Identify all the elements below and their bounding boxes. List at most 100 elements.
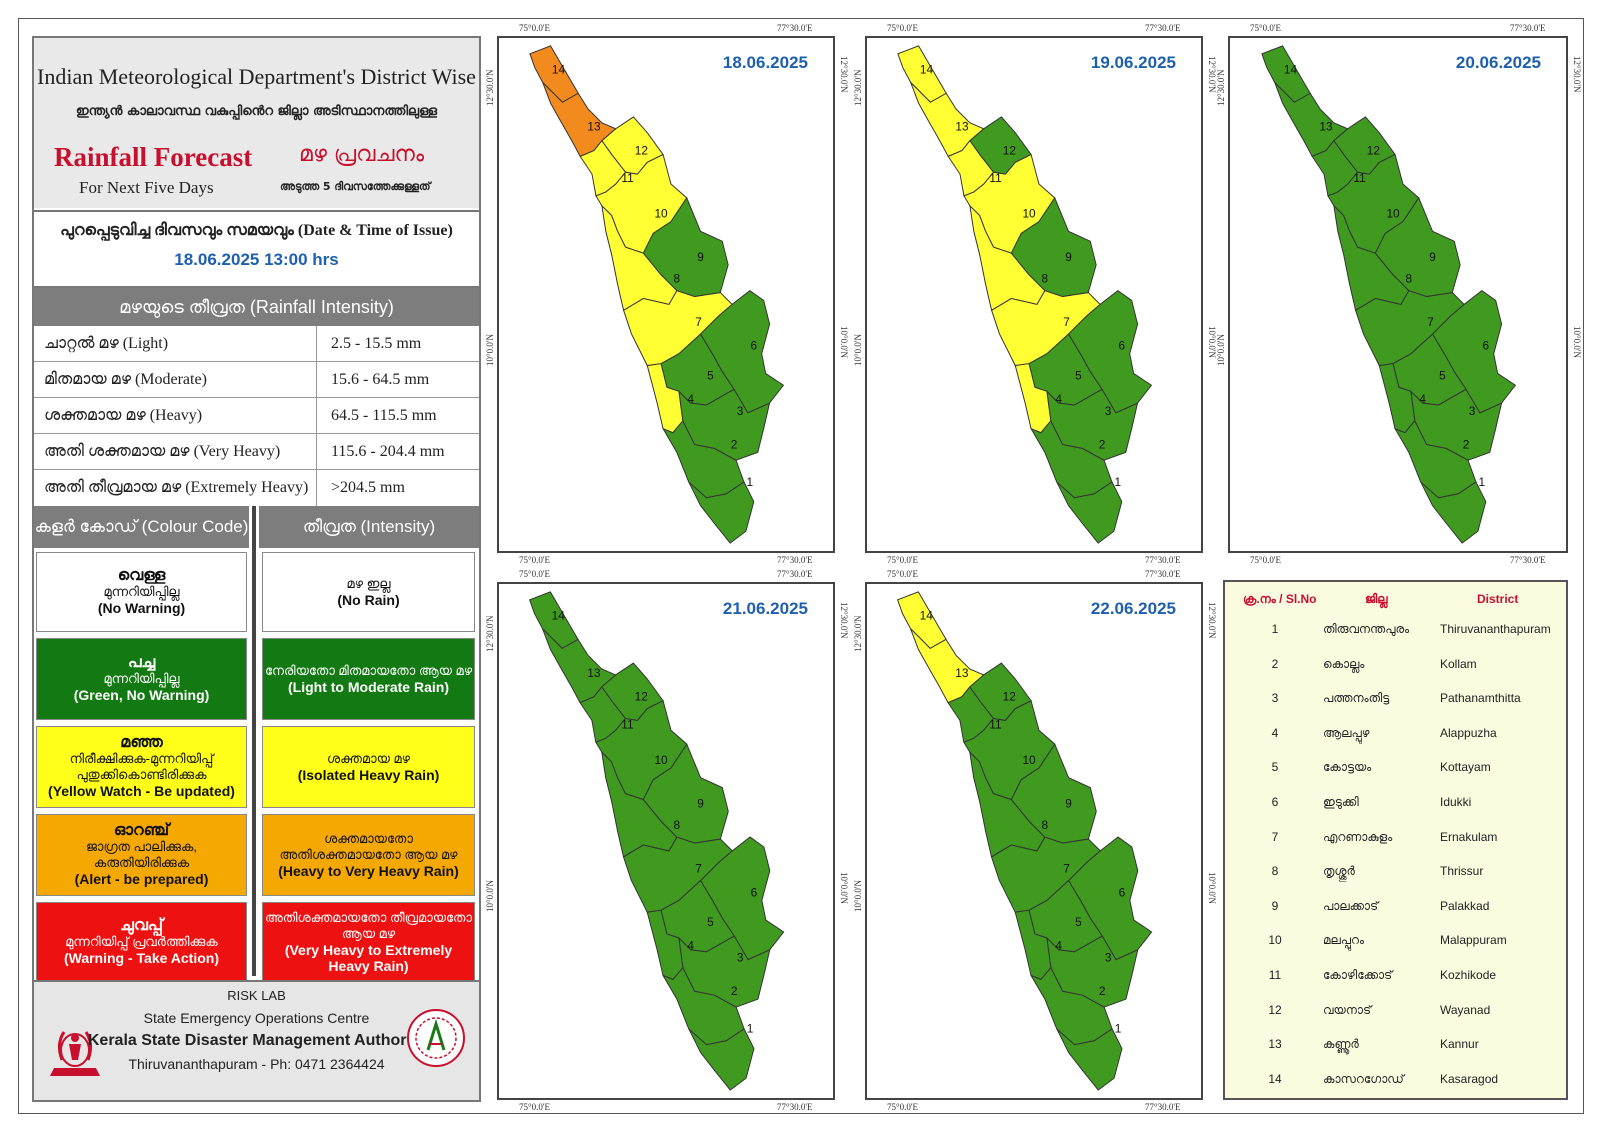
intensity-box: ശക്തമായ മഴ (Isolated Heavy Rain) <box>262 726 475 808</box>
district-row: 13 കണ്ണൂർ Kannur <box>1225 1037 1566 1071</box>
intensity-ml: മഴ ഇല്ല <box>346 576 391 591</box>
district-en: Kollam <box>1440 656 1477 671</box>
lon-label: 75°0.0'E <box>519 555 550 565</box>
district-label: 13 <box>955 120 969 134</box>
intensity-row: അതി തീവ്രമായ മഴ (Extremely Heavy) >204.5 … <box>34 470 479 508</box>
intensity-label: ശക്തമായ മഴ (Heavy) <box>34 398 317 433</box>
title-block: Indian Meteorological Department's Distr… <box>34 38 479 208</box>
district-label: 13 <box>955 666 969 680</box>
district-no: 1 <box>1271 622 1279 636</box>
district-row: 2 കൊല്ലം Kollam <box>1225 657 1566 691</box>
district-12 <box>969 662 1032 721</box>
colour-desc: മുന്നറിയിപ്പില്ല <box>103 584 180 599</box>
forecast-map: 1 2 3 4 5 6 7 8 9 10 11 12 13 14 18.06.2025 <box>497 36 835 553</box>
district-label: 9 <box>1065 796 1072 810</box>
district-label: 7 <box>1063 862 1070 876</box>
intensity-box: ശക്തമായതോ അതിശക്തമായതോ ആയ മഴ (Heavy to Ve… <box>262 814 475 896</box>
district-no: 3 <box>1271 691 1279 706</box>
district-label: 8 <box>1406 272 1413 286</box>
lat-label: 10°0.0'N <box>839 872 849 904</box>
lon-label: 75°0.0'E <box>887 555 918 565</box>
map-date: 18.06.2025 <box>722 53 808 72</box>
intensity-range: 115.6 - 204.4 mm <box>331 443 445 460</box>
district-label: 10 <box>1022 753 1036 767</box>
lon-label: 75°0.0'E <box>1250 23 1281 33</box>
district-label: 1 <box>1115 475 1122 489</box>
colour-name: പച്ച <box>127 654 156 671</box>
district-6 <box>699 836 785 961</box>
colour-code-box: ഓറഞ്ച് ജാഗ്രത പാലിക്കുക, കരുതിയിരിക്കുക (A… <box>36 814 247 896</box>
lat-label: 12°30.0'N <box>839 56 849 93</box>
lat-label: 12°30.0'N <box>1216 69 1226 106</box>
lon-label: 77°30.0'E <box>777 569 813 579</box>
district-en: Idukki <box>1440 795 1472 809</box>
footer: RISK LAB State Emergency Operations Cent… <box>34 980 479 1100</box>
district-label: 8 <box>674 818 681 832</box>
intensity-box: അതിശക്തമായതോ തീവ്രമായതോ ആയ മഴ (Very Heavy… <box>262 902 475 982</box>
district-ml: കോഴിക്കോട് <box>1323 968 1393 982</box>
colour-desc: മുന്നറിയിപ്പ് പ്രവർത്തിക്കുക <box>65 934 218 949</box>
page-frame <box>18 18 1584 1114</box>
district-label: 12 <box>635 690 648 704</box>
district-en: Pathanamthitta <box>1440 691 1521 706</box>
district-label: 4 <box>1055 939 1062 953</box>
district-row: 14 കാസറഗോഡ് Kasaragod <box>1225 1072 1566 1106</box>
district-label: 10 <box>654 753 668 767</box>
district-label: 5 <box>1075 915 1082 929</box>
district-label: 3 <box>1105 404 1112 418</box>
district-en: Alappuzha <box>1440 725 1497 740</box>
lat-label: 12°30.0'N <box>839 602 849 639</box>
ksdma: Kerala State Disaster Management Authori… <box>87 1032 426 1049</box>
district-label: 6 <box>1483 339 1490 353</box>
district-ml: മലപ്പുറം <box>1323 933 1365 948</box>
district-ml: കണ്ണൂർ <box>1323 1037 1359 1052</box>
intensity-table: ചാറ്റൽ മഴ (Light) 2.5 - 15.5 mm മിതമായ മഴ… <box>34 326 479 508</box>
district-en: Kannur <box>1440 1037 1479 1052</box>
lon-label: 75°0.0'E <box>887 569 918 579</box>
district-row: 11 കോഴിക്കോട് Kozhikode <box>1225 968 1566 1002</box>
issue-block: പുറപ്പെടുവിച്ച ദിവസവും സമയവും (Date & Ti… <box>34 210 479 288</box>
map-date: 22.06.2025 <box>1090 599 1176 618</box>
intensity-label: അതി ശക്തമായ മഴ (Very Heavy) <box>34 434 317 469</box>
district-label: 7 <box>695 862 702 876</box>
district-row: 12 വയനാട് Wayanad <box>1225 1003 1566 1037</box>
district-label: 4 <box>687 392 694 406</box>
lat-label: 10°0.0'N <box>839 326 849 358</box>
district-14 <box>897 45 947 103</box>
lat-label: 10°0.0'N <box>485 334 495 366</box>
district-label: 12 <box>1367 143 1380 157</box>
rainfall-forecast-title: Rainfall Forecast <box>54 142 253 172</box>
district-en: Kottayam <box>1440 760 1491 775</box>
colour-desc: നിരീക്ഷിക്കുക-മുന്നറിയിപ്പ് പുതുക്കികൊണ്… <box>69 751 214 782</box>
district-label: 14 <box>920 63 934 77</box>
district-label: 4 <box>687 939 694 953</box>
lat-label: 12°30.0'N <box>1207 602 1217 639</box>
district-label: 1 <box>1479 475 1486 489</box>
lat-label: 12°30.0'N <box>853 615 863 652</box>
district-no: 11 <box>1268 968 1282 982</box>
district-table-header-ml: ജില്ല <box>1365 592 1388 606</box>
district-ml: എറണാകുളം <box>1323 829 1393 844</box>
intensity-label: അതി തീവ്രമായ മഴ (Extremely Heavy) <box>34 470 317 507</box>
intensity-en: (No Rain) <box>337 592 400 608</box>
district-label: 5 <box>707 368 714 382</box>
lon-label: 75°0.0'E <box>519 1102 550 1112</box>
lon-label: 75°0.0'E <box>519 569 550 579</box>
forecast-map: 1 2 3 4 5 6 7 8 9 10 11 12 13 14 19.06.2025 <box>865 36 1203 553</box>
issue-datetime: 18.06.2025 13:00 hrs <box>174 250 339 269</box>
intensity-ml: അതിശക്തമായതോ തീവ്രമായതോ ആയ മഴ <box>265 910 472 941</box>
kerala-emblem-icon <box>50 1031 100 1076</box>
district-label: 11 <box>989 171 1001 185</box>
district-ml: പത്തനംതിട്ട <box>1323 691 1390 706</box>
district-label: 14 <box>920 609 934 623</box>
district-label: 10 <box>654 207 668 221</box>
district-label: 6 <box>751 339 758 353</box>
lat-label: 10°0.0'N <box>485 880 495 912</box>
district-label: 1 <box>1115 1022 1122 1036</box>
rainfall-forecast-title-ml: മഴ പ്രവചനം <box>299 142 425 167</box>
intensity-label: മിതമായ മഴ (Moderate) <box>34 362 317 397</box>
colour-code-box: പച്ച മുന്നറിയിപ്പില്ല (Green, No Warning) <box>36 638 247 720</box>
colour-desc: ജാഗ്രത പാലിക്കുക, കരുതിയിരിക്കുക <box>85 839 198 870</box>
